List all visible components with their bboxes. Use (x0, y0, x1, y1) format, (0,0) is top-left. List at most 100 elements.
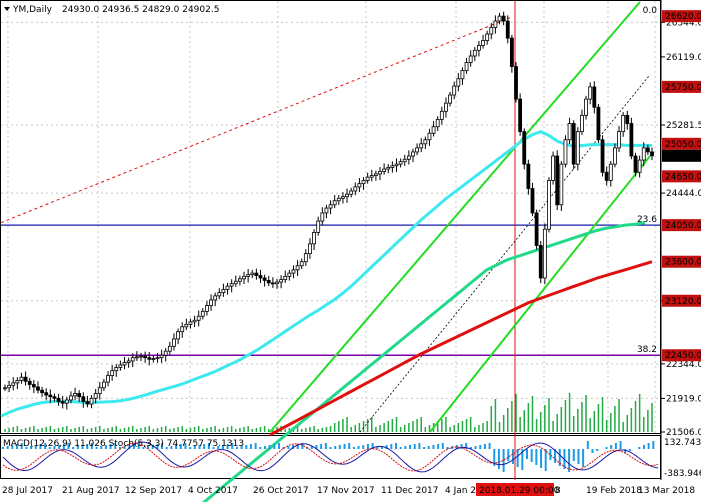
candle-body (114, 367, 119, 372)
trend-line-dashed (0, 17, 511, 224)
price-panel (0, 0, 661, 434)
candle-body (608, 163, 613, 181)
candle-body (143, 355, 148, 359)
candle-body (81, 396, 86, 402)
candle-body (159, 354, 164, 359)
candle-body (155, 357, 160, 360)
candle-body (567, 123, 572, 141)
candle-body (31, 384, 36, 388)
candle-body (246, 274, 251, 277)
candle-body (258, 275, 263, 279)
candle-body (27, 380, 32, 385)
fib-label: 23.6 (637, 215, 657, 225)
time-tick-label: 13 Mar 2018 (638, 486, 695, 496)
candle-body (349, 190, 354, 195)
candle-body (126, 360, 131, 363)
candle-body (530, 188, 535, 214)
candle-body (382, 168, 387, 172)
candle-body (167, 345, 172, 352)
candle-body (534, 212, 539, 246)
candle-body (233, 280, 238, 285)
fib-label: 0.0 (643, 6, 658, 16)
level-tag (662, 219, 701, 232)
candle-body (505, 20, 510, 39)
candle-body (283, 275, 288, 281)
dropdown-triangle-icon[interactable] (4, 7, 10, 11)
candle-body (341, 196, 345, 199)
candle-body (312, 232, 316, 245)
time-tick-label: 26 Oct 2017 (253, 486, 309, 496)
level-tag (662, 137, 701, 150)
candle-body (464, 62, 469, 72)
level-tag (662, 349, 701, 362)
candle-body (604, 171, 609, 181)
candle-body (316, 220, 321, 233)
candle-body (489, 27, 494, 35)
level-tag-label: 25050.0 (665, 140, 701, 150)
candle-body (613, 147, 617, 165)
price-tick-label: 21506.0 (666, 428, 701, 438)
candle-body (477, 45, 481, 51)
candle-body (93, 393, 98, 399)
price-tick-label: 24444.0 (666, 189, 701, 199)
candle-body (184, 323, 189, 328)
ema-slow-line (269, 260, 653, 437)
candle-body (176, 331, 180, 340)
candle-body (332, 200, 337, 206)
candle-body (225, 285, 230, 290)
candle-body (60, 401, 65, 404)
candle-body (588, 86, 593, 100)
candle-body (485, 33, 490, 41)
time-tick-label: 4 Jan 2 (445, 486, 476, 496)
candle-body (596, 106, 601, 141)
event-date-tag (476, 483, 554, 496)
candle-body (369, 175, 374, 178)
overlays: 0.0 23.6 38.2 (0, 1, 660, 502)
candle-body (497, 15, 502, 22)
grid (1, 1, 660, 433)
candle-body (427, 132, 432, 141)
candle-body (460, 70, 465, 80)
candle-body (625, 114, 630, 124)
candle-body (180, 326, 185, 333)
candle-body (551, 155, 555, 181)
candle-body (200, 310, 205, 317)
candle-body (538, 245, 543, 279)
candle-body (110, 370, 115, 376)
channel-line-upper (269, 1, 641, 433)
time-tick-label: 4 Oct 2017 (188, 486, 238, 496)
candle-body (97, 387, 102, 394)
time-axis: 28 Jul 2017 21 Aug 2017 12 Sep 2017 4 Oct 2… (2, 483, 695, 496)
level-tag (662, 80, 701, 93)
event-date-label: 2018.01.29 00:00 (479, 486, 560, 496)
level-tag-label: 24050.0 (665, 221, 701, 231)
candle-body (373, 173, 378, 176)
candle-body (188, 321, 193, 325)
ema-mid-line (201, 221, 646, 502)
candle-body (40, 389, 44, 394)
candle-body (48, 394, 53, 398)
candle-body (163, 350, 168, 356)
candle-body (378, 171, 382, 175)
time-tick-label: 17 Nov 2017 (317, 486, 375, 496)
time-tick-label: 21 Aug 2017 (62, 486, 120, 496)
candle-body (522, 131, 527, 165)
candle-body (456, 78, 461, 87)
indicator-scale-bottom: -383.946 (664, 469, 701, 479)
candle-body (36, 386, 40, 391)
candle-body (448, 94, 452, 104)
candle-body (650, 151, 654, 157)
candle-body (64, 399, 69, 404)
time-tick-label: 8 (555, 486, 561, 496)
stoch-signal-line (2, 442, 659, 472)
price-tick-label: 26119.0 (666, 53, 701, 63)
candle-body (575, 131, 580, 165)
current-price-tag (662, 149, 701, 162)
candle-body (514, 66, 518, 100)
candle-body (481, 40, 485, 46)
candle-body (563, 139, 568, 165)
candle-body (402, 158, 407, 163)
candle-body (52, 396, 57, 399)
candle-body (584, 98, 588, 116)
